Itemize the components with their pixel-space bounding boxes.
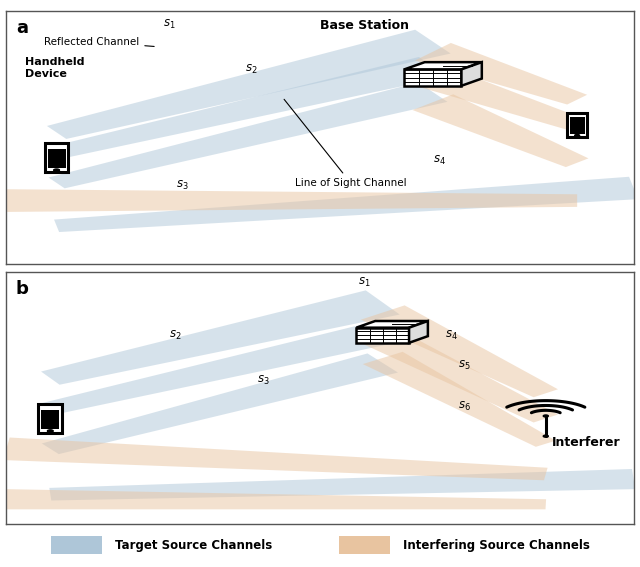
Polygon shape [49,469,636,501]
Bar [42,410,60,429]
Text: $s_1$: $s_1$ [163,18,176,31]
Text: $s_4$: $s_4$ [433,154,446,167]
Polygon shape [413,94,588,167]
Polygon shape [41,290,400,385]
Bar [38,404,62,433]
Text: Handheld
Device: Handheld Device [25,57,84,79]
Polygon shape [361,306,558,397]
Bar [404,69,461,86]
Bar [45,143,68,172]
Polygon shape [364,331,558,422]
Polygon shape [415,43,587,104]
Polygon shape [49,82,447,188]
Bar [51,536,102,555]
Bar [570,117,585,133]
Polygon shape [409,321,428,343]
Text: $s_3$: $s_3$ [176,179,188,192]
Circle shape [543,435,548,437]
Text: Interfering Source Channels: Interfering Source Channels [403,539,590,552]
Polygon shape [3,438,548,480]
Polygon shape [356,321,428,328]
Polygon shape [415,68,587,130]
Polygon shape [6,189,577,212]
Text: $s_3$: $s_3$ [257,374,270,387]
Text: $s_4$: $s_4$ [445,329,458,342]
Polygon shape [43,323,397,414]
Polygon shape [6,489,546,509]
Polygon shape [363,352,556,447]
Circle shape [47,430,53,432]
Bar [567,113,588,137]
Circle shape [54,169,60,171]
Text: Base Station: Base Station [320,19,409,32]
Text: $s_6$: $s_6$ [458,399,471,413]
Text: $s_2$: $s_2$ [244,63,257,76]
Text: Target Source Channels: Target Source Channels [115,539,273,552]
Bar [339,536,390,555]
Text: Line of Sight Channel: Line of Sight Channel [284,99,406,188]
Text: Interferer: Interferer [552,436,621,449]
Polygon shape [404,62,482,69]
Bar [47,149,65,168]
Text: $s_2$: $s_2$ [170,329,182,342]
Text: $s_1$: $s_1$ [358,276,370,289]
Text: a: a [16,19,28,37]
Polygon shape [54,177,638,232]
Bar [356,328,409,343]
Circle shape [543,415,548,417]
Text: $s_5$: $s_5$ [458,359,470,372]
Polygon shape [47,29,451,139]
Polygon shape [49,57,447,158]
Text: Reflected Channel: Reflected Channel [44,37,154,46]
Polygon shape [461,62,482,86]
Circle shape [575,134,580,137]
Polygon shape [42,353,398,454]
Text: b: b [16,280,29,298]
